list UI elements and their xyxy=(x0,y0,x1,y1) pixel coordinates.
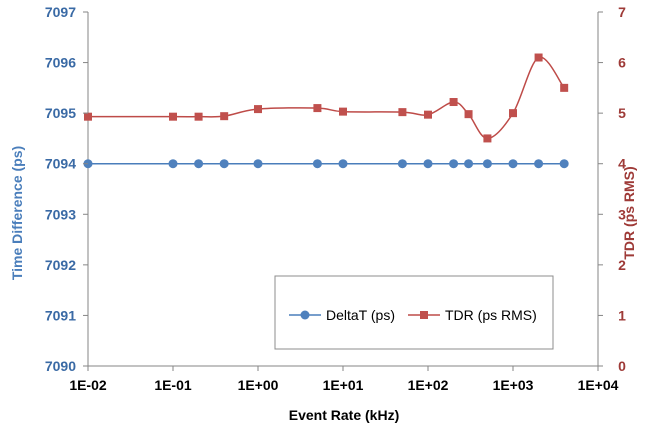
series-lines xyxy=(87,56,565,165)
data-point-deltat xyxy=(253,159,263,169)
data-point-deltat xyxy=(168,159,178,169)
right-y-tick-label: 0 xyxy=(618,358,626,374)
data-point-tdr xyxy=(398,108,407,117)
series-line-tdr xyxy=(87,56,565,140)
data-point-deltat xyxy=(338,159,348,169)
legend-item-deltat: DeltaT (ps) xyxy=(289,307,395,323)
data-point-deltat xyxy=(508,159,518,169)
data-point-deltat xyxy=(397,159,407,169)
data-point-tdr xyxy=(509,109,517,118)
legend-marker-deltat xyxy=(300,310,310,320)
data-point-deltat xyxy=(423,159,433,169)
x-tick-label: 1E+01 xyxy=(323,377,364,393)
x-tick-label: 1E-01 xyxy=(154,377,192,393)
data-point-deltat xyxy=(559,159,569,169)
legend-box xyxy=(274,275,554,350)
data-point-tdr xyxy=(464,110,473,119)
right-y-tick-label: 6 xyxy=(618,55,626,71)
data-point-tdr xyxy=(169,112,177,121)
legend-label-deltat: DeltaT (ps) xyxy=(326,307,395,323)
right-y-tick-label: 1 xyxy=(618,307,626,323)
data-point-tdr xyxy=(84,112,92,121)
series-markers xyxy=(83,53,569,169)
data-point-tdr xyxy=(313,104,322,113)
data-point-deltat xyxy=(194,159,204,169)
legend-item-tdr: TDR (ps RMS) xyxy=(408,307,537,323)
axis-ticks: 1E-02 1E-01 1E+00 1E+01 1E+02 1E+03 1E+04 7090 7… xyxy=(45,4,626,393)
data-point-deltat xyxy=(482,159,492,169)
legend: DeltaT (ps) TDR (ps RMS) xyxy=(274,275,554,350)
left-y-tick-label: 7094 xyxy=(45,156,76,172)
data-point-deltat xyxy=(534,159,544,169)
right-y-tick-label: 2 xyxy=(618,257,626,273)
data-point-tdr xyxy=(254,105,262,114)
left-y-tick-label: 7091 xyxy=(45,307,76,323)
data-point-tdr xyxy=(483,134,492,143)
left-y-tick-label: 7093 xyxy=(45,206,76,222)
left-y-axis-title: Time Difference (ps) xyxy=(9,146,25,280)
data-point-tdr xyxy=(449,98,458,107)
data-point-tdr xyxy=(560,83,569,92)
right-y-tick-label: 3 xyxy=(618,206,626,222)
legend-marker-tdr xyxy=(420,311,428,319)
right-y-tick-label: 5 xyxy=(618,105,626,121)
left-y-tick-label: 7097 xyxy=(45,4,76,20)
data-point-tdr xyxy=(194,112,203,121)
x-tick-label: 1E-02 xyxy=(69,377,107,393)
right-y-tick-label: 4 xyxy=(618,156,626,172)
data-point-deltat xyxy=(219,159,229,169)
left-y-tick-label: 7095 xyxy=(45,105,76,121)
x-tick-label: 1E+00 xyxy=(238,377,279,393)
data-point-tdr xyxy=(534,53,543,62)
left-y-tick-label: 7092 xyxy=(45,257,76,273)
right-y-tick-label: 7 xyxy=(618,4,626,20)
x-tick-label: 1E+04 xyxy=(578,377,619,393)
data-point-tdr xyxy=(220,112,229,121)
left-y-tick-label: 7096 xyxy=(45,55,76,71)
data-point-tdr xyxy=(339,107,347,116)
data-point-tdr xyxy=(424,110,432,119)
right-y-axis-title: TDR (ps RMS) xyxy=(621,166,637,259)
data-point-deltat xyxy=(464,159,474,169)
data-point-deltat xyxy=(312,159,322,169)
x-tick-label: 1E+03 xyxy=(493,377,534,393)
left-y-tick-label: 7090 xyxy=(45,358,76,374)
data-point-deltat xyxy=(449,159,459,169)
x-axis-title: Event Rate (kHz) xyxy=(289,407,399,423)
x-tick-label: 1E+02 xyxy=(408,377,449,393)
legend-label-tdr: TDR (ps RMS) xyxy=(445,307,537,323)
